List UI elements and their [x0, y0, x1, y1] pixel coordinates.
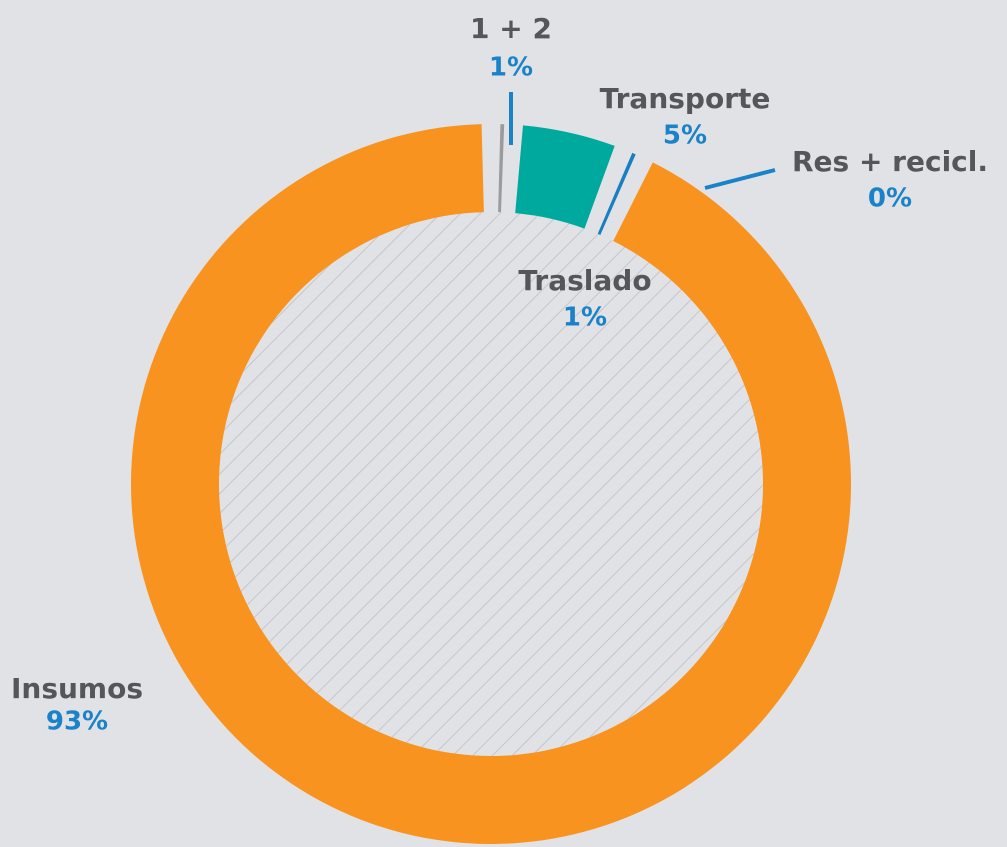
donut-slice	[597, 152, 636, 235]
slice-label: 1 + 2	[470, 12, 552, 45]
inner-hatch	[219, 212, 763, 756]
slice-value: 93%	[46, 707, 108, 737]
slice-value: 1%	[563, 303, 607, 333]
slice-value: 0%	[868, 184, 912, 214]
donut-slice	[498, 124, 505, 213]
slice-value: 1%	[489, 53, 533, 83]
donut-slice	[515, 125, 615, 229]
donut	[130, 124, 851, 845]
slice-label: Insumos	[11, 672, 143, 705]
slice-label: Res + recicl.	[792, 145, 988, 178]
slice-label: Traslado	[518, 264, 651, 297]
leader-line	[704, 168, 776, 190]
slice-label: Transporte	[600, 82, 771, 115]
slice-value: 5%	[663, 121, 707, 151]
